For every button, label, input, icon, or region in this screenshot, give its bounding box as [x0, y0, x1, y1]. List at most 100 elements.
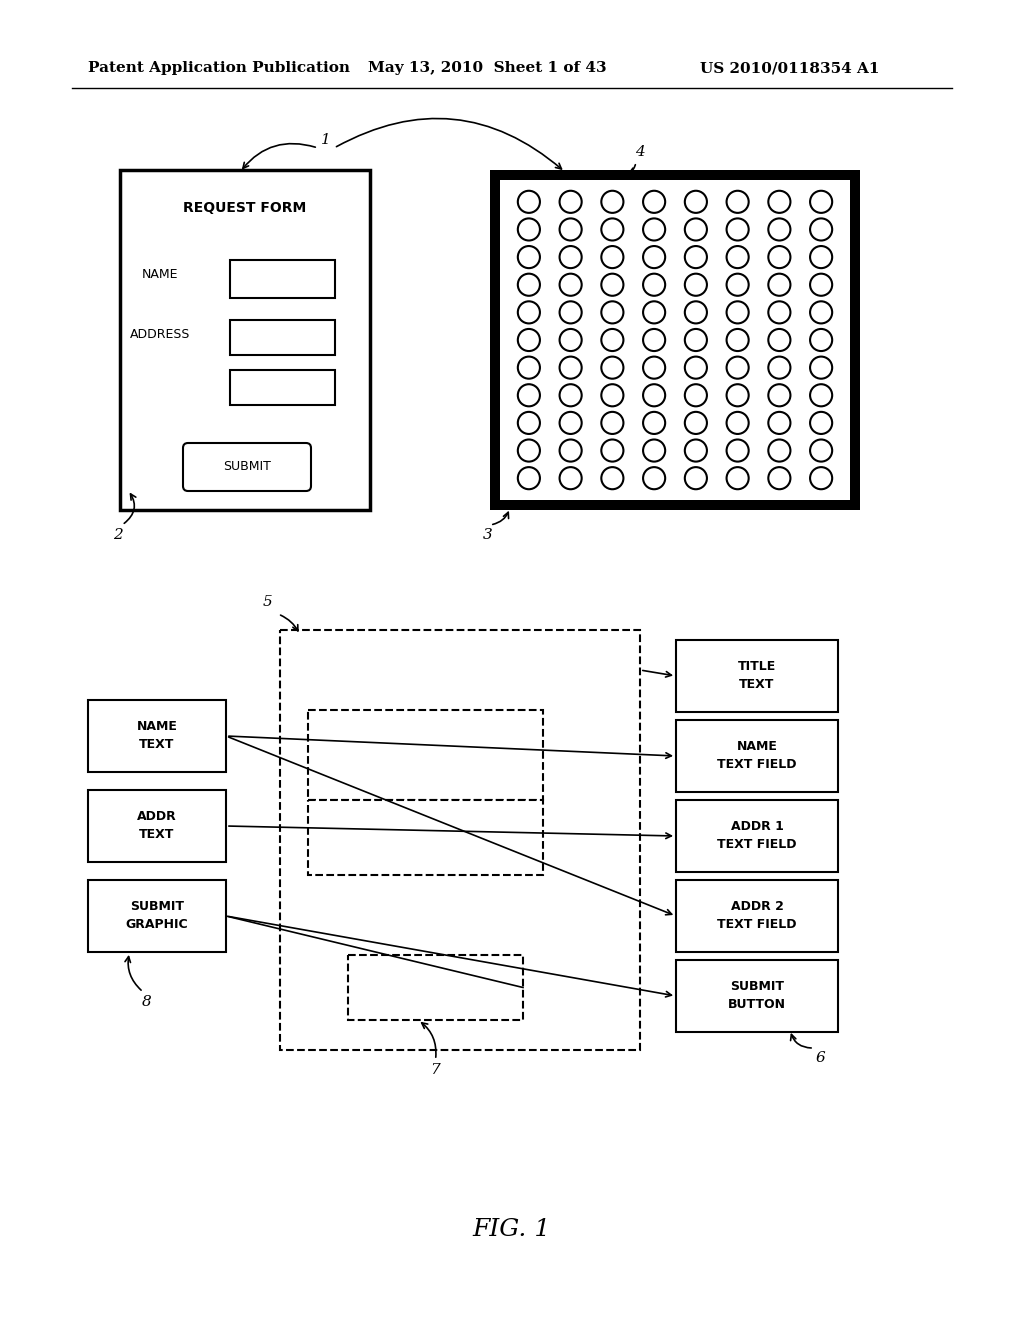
Circle shape [518, 218, 540, 240]
Circle shape [559, 191, 582, 213]
Circle shape [685, 191, 707, 213]
Circle shape [768, 329, 791, 351]
Circle shape [601, 329, 624, 351]
Bar [490, 170, 860, 510]
Circle shape [768, 246, 791, 268]
Circle shape [643, 191, 666, 213]
Circle shape [685, 412, 707, 434]
Circle shape [768, 467, 791, 490]
Circle shape [518, 384, 540, 407]
Circle shape [810, 301, 833, 323]
Circle shape [601, 273, 624, 296]
Bar [308, 710, 543, 800]
Circle shape [559, 301, 582, 323]
Circle shape [518, 329, 540, 351]
Circle shape [685, 467, 707, 490]
Circle shape [601, 218, 624, 240]
Bar [88, 789, 226, 862]
Circle shape [518, 356, 540, 379]
Text: FIG. 1: FIG. 1 [473, 1218, 551, 1242]
Text: SUBMIT
GRAPHIC: SUBMIT GRAPHIC [126, 900, 188, 932]
Text: SUBMIT: SUBMIT [223, 461, 271, 474]
Circle shape [810, 191, 833, 213]
Circle shape [559, 273, 582, 296]
Text: 8: 8 [142, 995, 152, 1008]
Bar [676, 719, 838, 792]
Circle shape [559, 467, 582, 490]
Circle shape [685, 356, 707, 379]
Circle shape [810, 218, 833, 240]
Circle shape [643, 467, 666, 490]
Circle shape [810, 246, 833, 268]
Circle shape [559, 329, 582, 351]
Circle shape [727, 440, 749, 462]
Text: 4: 4 [635, 145, 645, 158]
Circle shape [768, 191, 791, 213]
Circle shape [810, 356, 833, 379]
Circle shape [643, 273, 666, 296]
Text: NAME
TEXT: NAME TEXT [136, 721, 177, 751]
Circle shape [643, 440, 666, 462]
Circle shape [559, 412, 582, 434]
Bar [280, 630, 640, 1049]
Circle shape [559, 246, 582, 268]
Circle shape [601, 301, 624, 323]
Text: NAME: NAME [142, 268, 178, 281]
Circle shape [518, 440, 540, 462]
Circle shape [810, 467, 833, 490]
Bar [348, 954, 523, 1020]
Circle shape [518, 301, 540, 323]
Circle shape [768, 384, 791, 407]
Circle shape [810, 273, 833, 296]
Circle shape [601, 191, 624, 213]
Text: 7: 7 [431, 1063, 440, 1077]
Bar [676, 640, 838, 711]
Circle shape [727, 384, 749, 407]
Circle shape [810, 329, 833, 351]
Circle shape [643, 218, 666, 240]
Circle shape [601, 412, 624, 434]
Text: REQUEST FORM: REQUEST FORM [183, 201, 306, 215]
Circle shape [518, 412, 540, 434]
Text: SUBMIT
BUTTON: SUBMIT BUTTON [728, 981, 786, 1011]
Circle shape [768, 412, 791, 434]
Bar [88, 700, 226, 772]
Bar [500, 180, 850, 500]
Circle shape [685, 246, 707, 268]
Text: 5: 5 [263, 595, 272, 609]
Circle shape [727, 329, 749, 351]
Text: 1: 1 [322, 133, 331, 147]
Text: 3: 3 [483, 528, 493, 543]
Circle shape [768, 273, 791, 296]
Circle shape [601, 246, 624, 268]
Circle shape [518, 467, 540, 490]
Circle shape [768, 356, 791, 379]
Circle shape [768, 218, 791, 240]
Circle shape [643, 356, 666, 379]
Circle shape [685, 440, 707, 462]
Circle shape [727, 356, 749, 379]
Text: ADDR 1
TEXT FIELD: ADDR 1 TEXT FIELD [717, 821, 797, 851]
Circle shape [727, 412, 749, 434]
Circle shape [643, 412, 666, 434]
Circle shape [643, 301, 666, 323]
Circle shape [601, 356, 624, 379]
Circle shape [518, 191, 540, 213]
Circle shape [559, 356, 582, 379]
Circle shape [518, 273, 540, 296]
Circle shape [685, 301, 707, 323]
Text: 6: 6 [815, 1051, 825, 1065]
Circle shape [727, 467, 749, 490]
Circle shape [601, 440, 624, 462]
FancyBboxPatch shape [183, 444, 311, 491]
Text: US 2010/0118354 A1: US 2010/0118354 A1 [700, 61, 880, 75]
Bar [676, 800, 838, 873]
Circle shape [559, 218, 582, 240]
Circle shape [810, 440, 833, 462]
Circle shape [727, 273, 749, 296]
Circle shape [559, 440, 582, 462]
Circle shape [727, 246, 749, 268]
Text: NAME
TEXT FIELD: NAME TEXT FIELD [717, 741, 797, 771]
Bar [676, 960, 838, 1032]
Bar [676, 880, 838, 952]
